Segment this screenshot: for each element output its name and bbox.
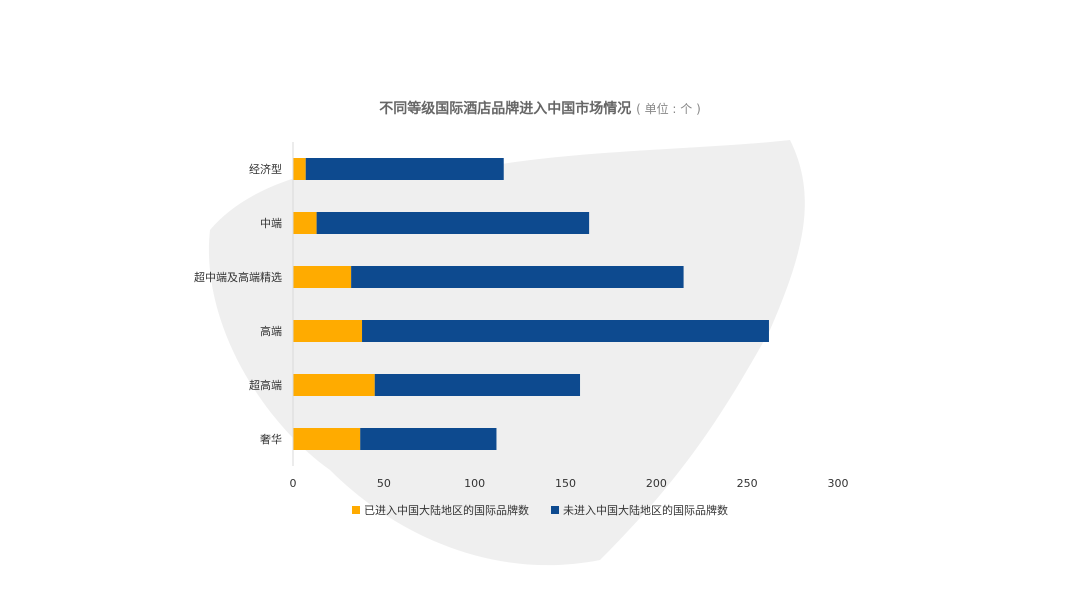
bar-entered-5 (293, 428, 361, 450)
legend-swatch-not-entered (551, 506, 559, 514)
x-tick-label: 50 (377, 477, 391, 490)
x-tick-label: 100 (464, 477, 485, 490)
bar-entered-1 (293, 212, 317, 234)
x-tick-label: 0 (290, 477, 297, 490)
bar-not-entered-4 (374, 374, 581, 396)
y-tick-label: 超中端及高端精选 (194, 270, 282, 284)
legend-item-not-entered: 未进入中国大陆地区的国际品牌数 (551, 502, 728, 518)
bar-not-entered-0 (305, 158, 504, 180)
bar-not-entered-3 (362, 320, 769, 342)
chart-title-text: 不同等级国际酒店品牌进入中国市场情况 (379, 101, 632, 117)
legend-label-entered: 已进入中国大陆地区的国际品牌数 (364, 504, 529, 517)
map-background (208, 140, 805, 566)
bar-entered-0 (293, 158, 306, 180)
x-tick-label: 250 (737, 477, 758, 490)
y-tick-label: 奢华 (260, 432, 282, 446)
legend-item-entered: 已进入中国大陆地区的国际品牌数 (352, 502, 529, 518)
bar-not-entered-5 (360, 428, 497, 450)
legend-label-not-entered: 未进入中国大陆地区的国际品牌数 (563, 504, 728, 517)
x-tick-label: 200 (646, 477, 667, 490)
bar-entered-4 (293, 374, 375, 396)
legend: 已进入中国大陆地区的国际品牌数 未进入中国大陆地区的国际品牌数 (0, 502, 1080, 518)
y-tick-label: 高端 (260, 324, 282, 338)
legend-swatch-entered (352, 506, 360, 514)
y-tick-label: 经济型 (249, 162, 282, 176)
bar-entered-3 (293, 320, 363, 342)
x-tick-label: 300 (828, 477, 849, 490)
y-tick-label: 中端 (260, 217, 282, 230)
chart-unit: ( 单位 : 个 ) (636, 102, 701, 116)
bar-not-entered-1 (316, 212, 590, 234)
bar-not-entered-2 (351, 266, 684, 288)
y-tick-label: 超高端 (249, 378, 282, 392)
x-tick-label: 150 (555, 477, 576, 490)
bar-entered-2 (293, 266, 352, 288)
chart-title: 不同等级国际酒店品牌进入中国市场情况 ( 单位 : 个 ) (0, 98, 1080, 118)
